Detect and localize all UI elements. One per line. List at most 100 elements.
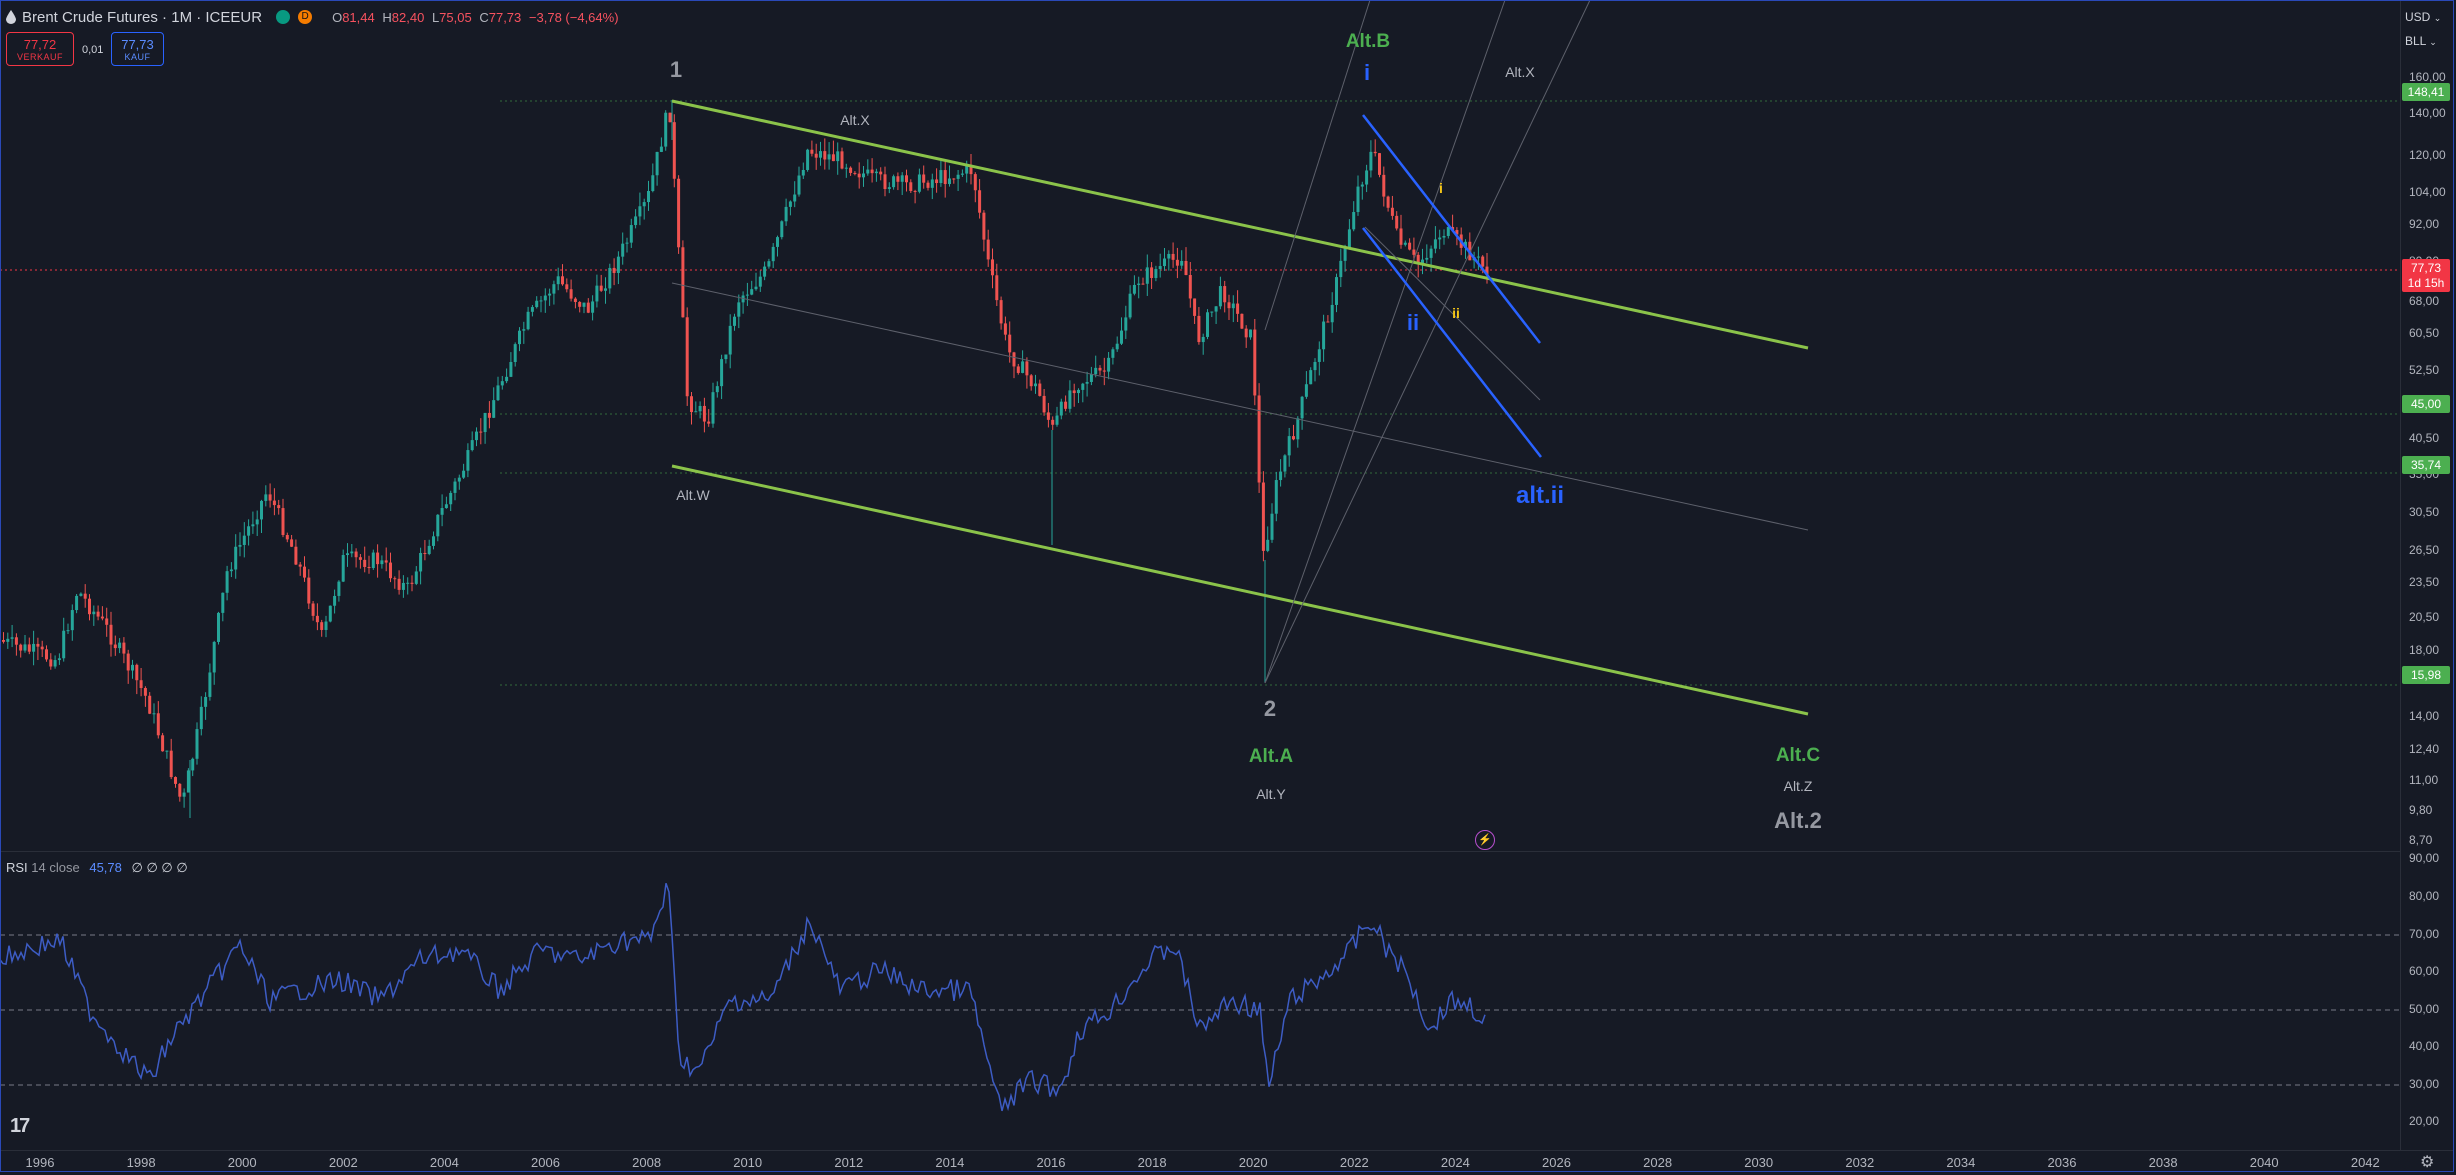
candle[interactable]: [1240, 313, 1244, 329]
candle[interactable]: [1115, 343, 1119, 350]
candle[interactable]: [586, 302, 590, 313]
blue-channel-upper[interactable]: [1362, 114, 1541, 344]
candle[interactable]: [724, 354, 728, 360]
unit-selector[interactable]: BLL ⌄: [2405, 34, 2437, 48]
candle[interactable]: [647, 191, 650, 203]
candle[interactable]: [1171, 253, 1175, 260]
candle[interactable]: [1068, 390, 1072, 409]
candle[interactable]: [1274, 480, 1278, 514]
candle[interactable]: [264, 494, 268, 501]
candle[interactable]: [337, 581, 341, 596]
candle[interactable]: [526, 311, 530, 330]
candle[interactable]: [509, 362, 513, 377]
candle[interactable]: [793, 194, 797, 202]
candle[interactable]: [1433, 239, 1437, 249]
candle[interactable]: [535, 300, 539, 308]
candle[interactable]: [277, 505, 281, 509]
candle[interactable]: [83, 593, 87, 599]
candle[interactable]: [1163, 258, 1166, 267]
candle[interactable]: [32, 643, 36, 652]
candle[interactable]: [6, 638, 10, 642]
candle[interactable]: [1249, 329, 1252, 338]
candle[interactable]: [621, 243, 625, 257]
candle[interactable]: [1180, 260, 1184, 266]
candle[interactable]: [1197, 315, 1201, 343]
candle[interactable]: [1309, 370, 1313, 385]
candle[interactable]: [363, 559, 367, 567]
channel-upper-line[interactable]: [671, 99, 1809, 350]
settings-gear-icon[interactable]: ⚙: [2420, 1154, 2435, 1171]
candle[interactable]: [423, 552, 427, 554]
candle[interactable]: [1343, 248, 1347, 261]
candle[interactable]: [341, 555, 345, 582]
candle[interactable]: [449, 492, 453, 505]
candle[interactable]: [199, 706, 203, 730]
candle[interactable]: [1270, 513, 1274, 540]
candle[interactable]: [53, 660, 57, 667]
candle[interactable]: [668, 112, 672, 123]
candle[interactable]: [1442, 235, 1446, 238]
candle[interactable]: [109, 624, 113, 645]
candle[interactable]: [1292, 436, 1295, 440]
candle[interactable]: [49, 659, 53, 667]
candle[interactable]: [926, 182, 930, 188]
candle[interactable]: [917, 174, 921, 192]
candle[interactable]: [371, 552, 375, 569]
candle[interactable]: [315, 615, 319, 623]
candle[interactable]: [870, 169, 874, 174]
candle[interactable]: [767, 261, 771, 267]
candle[interactable]: [1167, 253, 1171, 259]
candle[interactable]: [1072, 390, 1076, 394]
candle[interactable]: [311, 603, 315, 616]
candle[interactable]: [376, 552, 380, 565]
candle[interactable]: [389, 562, 392, 579]
candle[interactable]: [819, 151, 822, 158]
candle[interactable]: [1464, 241, 1467, 248]
candle[interactable]: [595, 285, 599, 302]
candle[interactable]: [655, 151, 659, 176]
candle[interactable]: [1102, 370, 1106, 372]
candle[interactable]: [750, 289, 754, 295]
candle[interactable]: [496, 385, 500, 401]
candle[interactable]: [827, 154, 831, 160]
candle[interactable]: [1008, 334, 1012, 353]
candle[interactable]: [733, 316, 736, 326]
candle[interactable]: [350, 551, 354, 554]
candle[interactable]: [182, 792, 186, 797]
candle[interactable]: [333, 595, 337, 606]
candle[interactable]: [569, 289, 573, 299]
candle[interactable]: [1300, 396, 1304, 419]
candle[interactable]: [883, 174, 887, 190]
candle[interactable]: [307, 577, 311, 604]
candle[interactable]: [857, 173, 861, 178]
candle[interactable]: [113, 644, 117, 649]
candle[interactable]: [328, 605, 332, 622]
candle[interactable]: [105, 618, 109, 625]
candle[interactable]: [1253, 329, 1257, 396]
candle[interactable]: [978, 190, 982, 213]
candle[interactable]: [427, 545, 431, 554]
candle[interactable]: [905, 175, 908, 183]
candle[interactable]: [810, 149, 814, 154]
candle[interactable]: [1025, 361, 1029, 376]
candle[interactable]: [1266, 539, 1270, 551]
candle[interactable]: [1352, 212, 1356, 230]
candle[interactable]: [539, 300, 543, 302]
candle[interactable]: [1360, 184, 1364, 187]
candle[interactable]: [57, 658, 61, 661]
candle[interactable]: [174, 777, 177, 784]
candle[interactable]: [1128, 293, 1132, 318]
candle[interactable]: [320, 622, 324, 630]
candle[interactable]: [19, 644, 23, 651]
candle[interactable]: [1094, 367, 1098, 375]
candle[interactable]: [281, 508, 285, 535]
candle[interactable]: [1089, 374, 1093, 382]
candle[interactable]: [380, 560, 384, 565]
candle[interactable]: [23, 644, 27, 651]
candle[interactable]: [737, 302, 741, 317]
candle[interactable]: [1438, 237, 1442, 240]
candle[interactable]: [1021, 361, 1025, 373]
candle[interactable]: [1378, 153, 1381, 175]
channel-mid-line[interactable]: [671, 282, 1809, 531]
candle[interactable]: [548, 293, 552, 296]
